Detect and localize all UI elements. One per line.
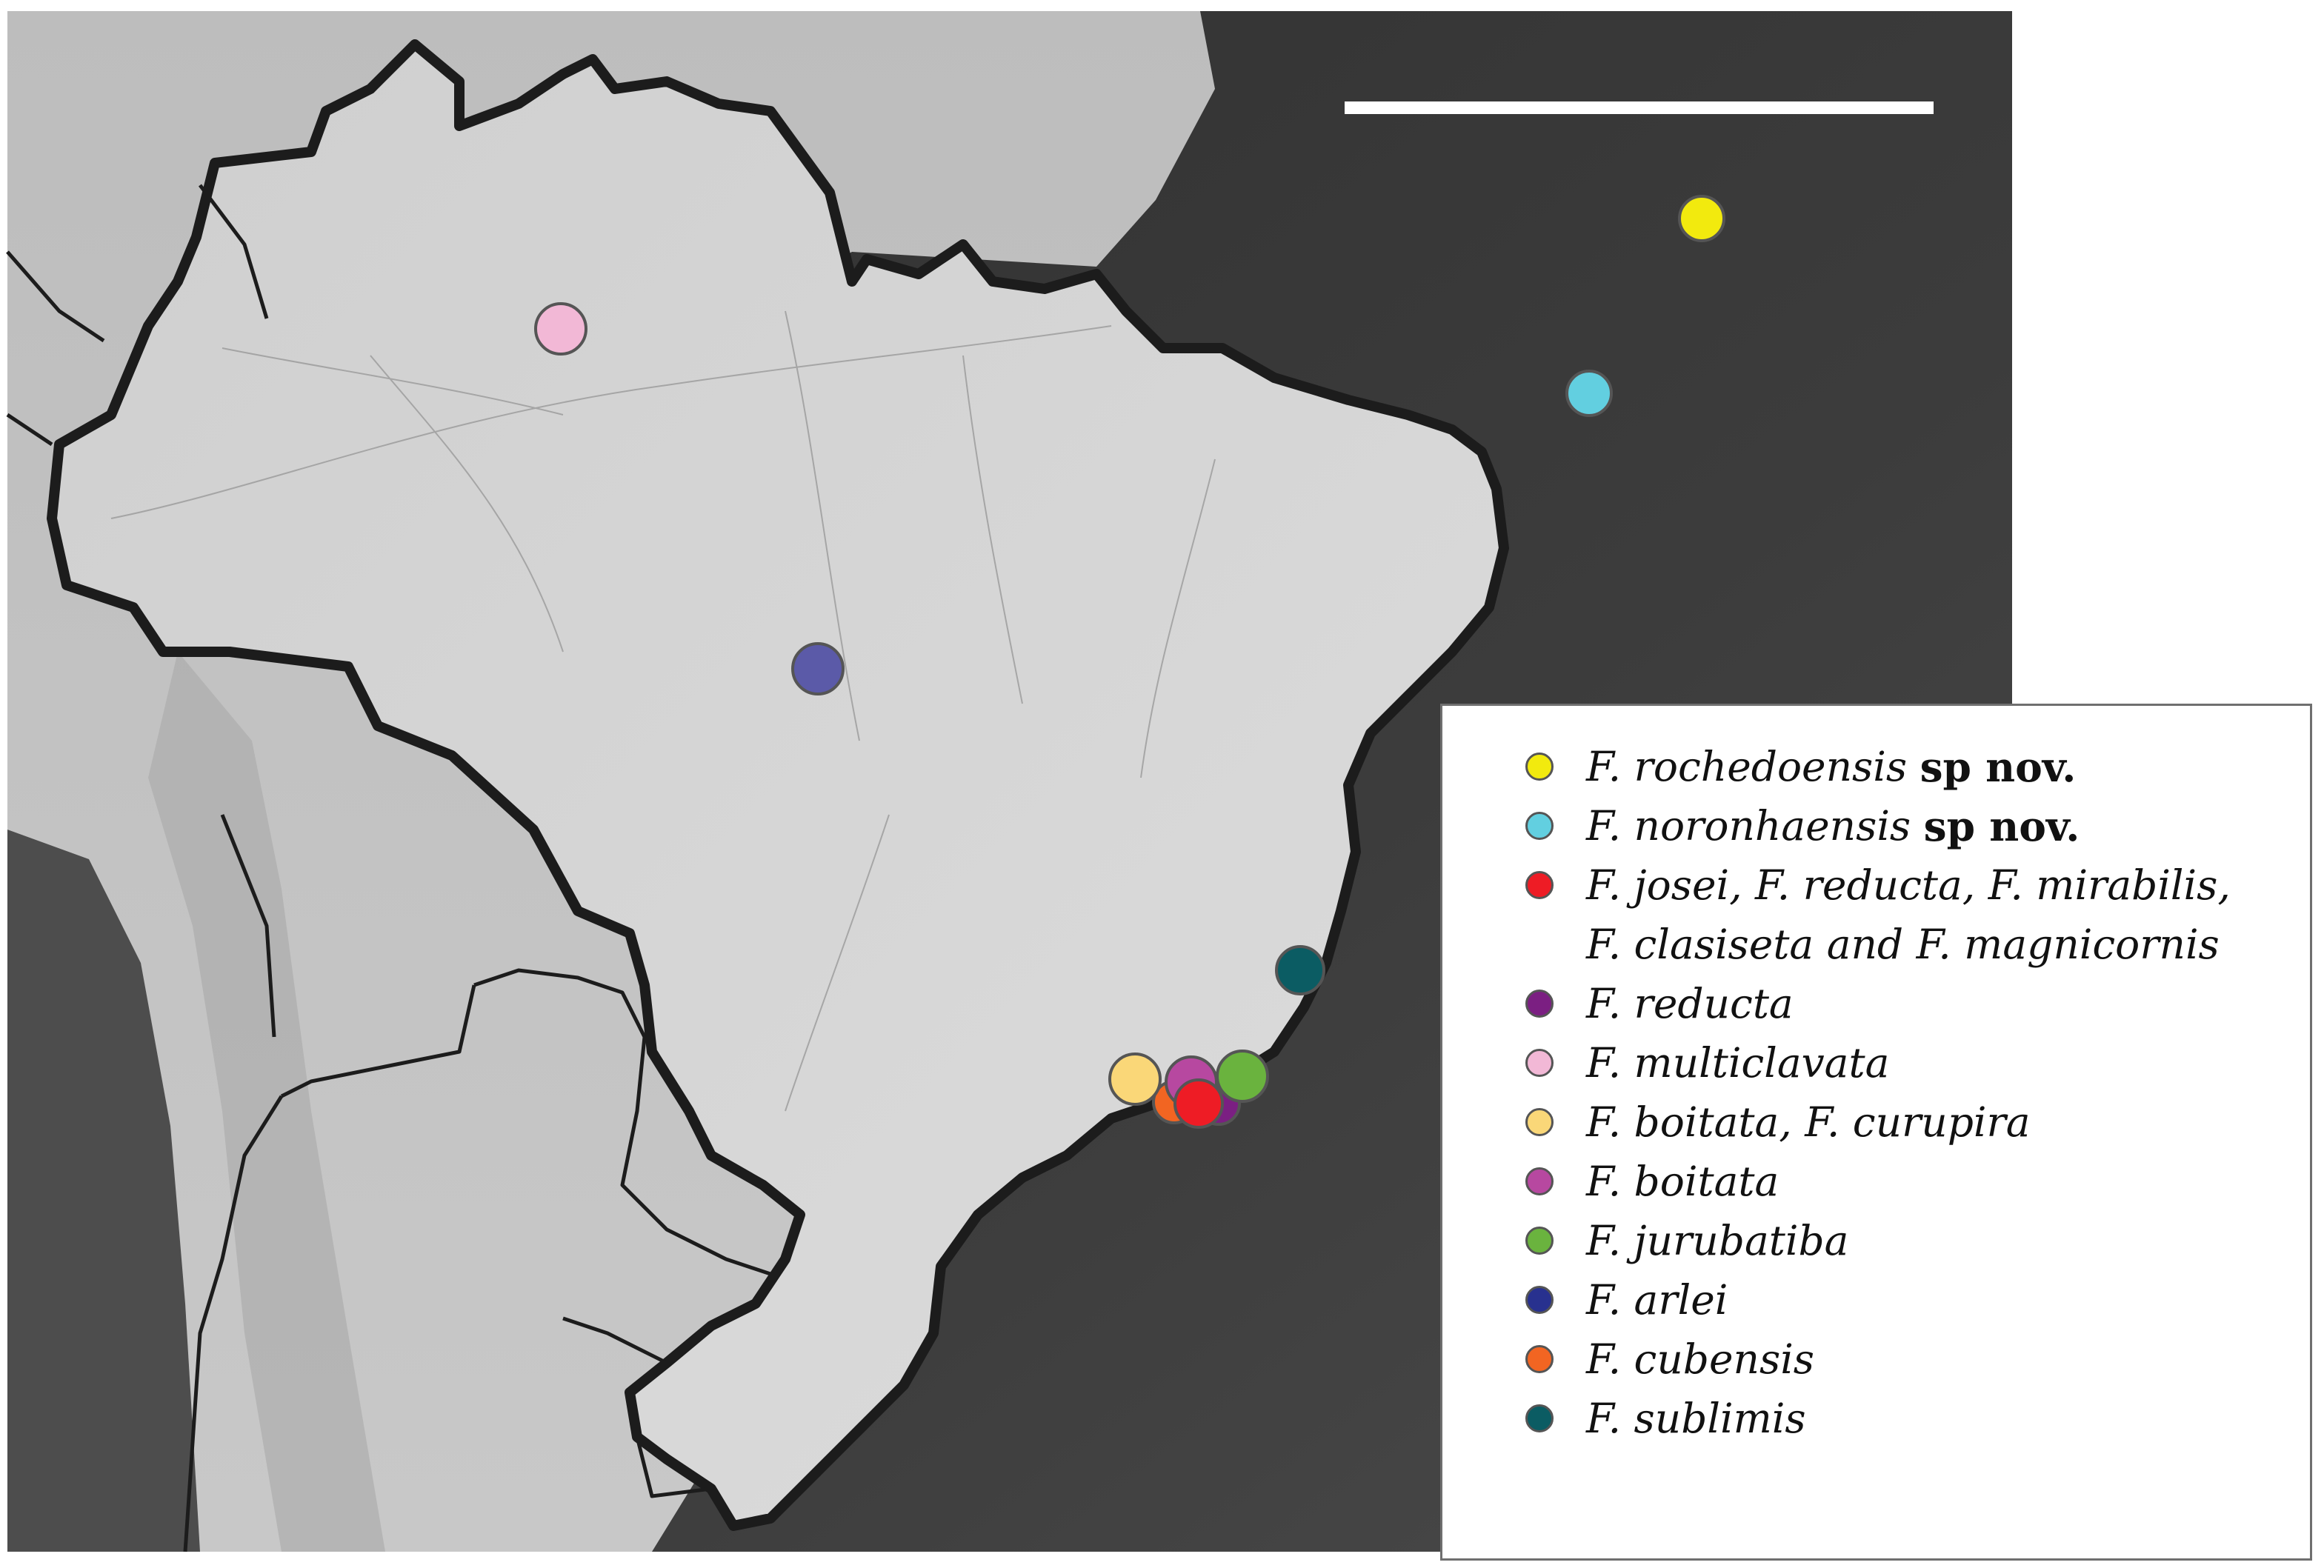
national-borders <box>6 184 771 1552</box>
brazil-territory <box>52 44 1504 1526</box>
legend-swatch <box>1525 812 1554 840</box>
marker-boitata-curupira <box>1108 1052 1162 1106</box>
legend-species: F. reducta <box>1586 980 1794 1027</box>
rivers <box>110 310 1216 1112</box>
legend-species: F. multiclavata <box>1586 1039 1890 1087</box>
scale-bar <box>1345 101 1934 114</box>
legend-species: F. arlei <box>1586 1276 1728 1324</box>
legend-swatch <box>1525 1167 1554 1195</box>
legend-swatch <box>1525 753 1554 781</box>
legend-qualifier: sp nov. <box>1920 742 2077 791</box>
andes-relief <box>148 652 385 1552</box>
legend-item: F. rochedoensis sp nov. <box>1525 737 2076 796</box>
marker-noronhaensis <box>1565 370 1613 417</box>
legend-swatch <box>1525 990 1554 1018</box>
legend-item: F. josei, F. reducta, F. mirabilis, <box>1525 855 2231 915</box>
legend-species: F. sublimis <box>1586 1395 1806 1442</box>
marker-arlei <box>791 642 845 695</box>
legend-item: F. boitata, F. curupira <box>1525 1092 2031 1152</box>
locality-markers <box>534 195 1725 1129</box>
marker-josei-group <box>1173 1078 1224 1129</box>
legend-swatch <box>1525 1286 1554 1314</box>
legend-species: F. boitata <box>1586 1158 1779 1205</box>
marker-multiclavata <box>534 302 587 356</box>
pacific-ocean <box>7 830 200 1552</box>
legend-species: F. boitata, F. curupira <box>1586 1098 2031 1146</box>
legend-qualifier: sp nov. <box>1923 801 2080 850</box>
legend-item: F. boitata <box>1525 1152 1779 1211</box>
legend-item: F. cubensis <box>1525 1330 1814 1389</box>
legend-swatch <box>1525 1345 1554 1373</box>
legend-item: F. jurubatiba <box>1525 1211 1848 1270</box>
legend-species: F. josei, F. reducta, F. mirabilis, <box>1586 861 2231 909</box>
legend-swatch <box>1525 1049 1554 1077</box>
legend-item: F. reducta <box>1525 974 1794 1033</box>
marker-jurubatiba <box>1216 1050 1269 1103</box>
legend-item: F. multiclavata <box>1525 1033 1889 1092</box>
legend-species: F. noronhaensis <box>1586 802 1911 850</box>
legend-swatch <box>1525 871 1554 899</box>
legend-swatch <box>1525 1108 1554 1136</box>
legend-item: F. noronhaensis sp nov. <box>1525 796 2080 855</box>
legend-panel: F. rochedoensis sp nov. F. noronhaensis … <box>1440 704 2312 1561</box>
legend-swatch <box>1525 1404 1554 1432</box>
marker-sublimis <box>1275 945 1325 995</box>
legend-species: F. rochedoensis <box>1586 743 1908 790</box>
marker-rochedoensis <box>1678 195 1725 242</box>
legend-species: F. cubensis <box>1586 1335 1815 1383</box>
legend-item: F. sublimis <box>1525 1389 1806 1448</box>
legend-item: F. arlei <box>1525 1270 1728 1330</box>
legend-swatch <box>1525 1227 1554 1255</box>
legend-species-continuation: F. clasiseta and F. magnicornis <box>1586 921 2220 968</box>
legend-species: F. jurubatiba <box>1586 1217 1849 1264</box>
